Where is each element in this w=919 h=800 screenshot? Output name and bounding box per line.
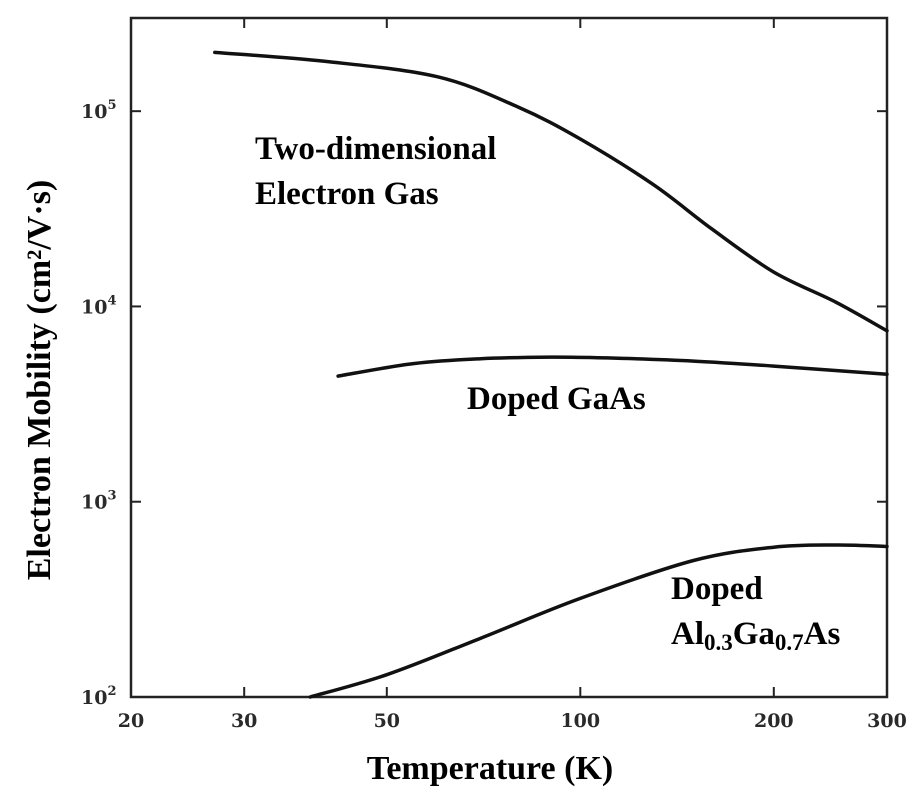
y-tick-label: 103 (81, 489, 117, 514)
series-line-doped-algaas (308, 543, 889, 699)
label-doped-algaas-line2: Al0.3Ga0.7As (671, 616, 841, 655)
x-tick-label: 100 (560, 710, 600, 732)
plot-frame (129, 16, 889, 699)
label-2deg: Two-dimensional Electron Gas (255, 131, 496, 212)
y-tick-label: 105 (81, 98, 117, 123)
y-tick-label: 102 (81, 684, 117, 709)
series-lines (213, 50, 889, 699)
label-doped-algaas-line1: Doped (671, 571, 763, 607)
x-axis-title: Temperature (K) (367, 750, 613, 787)
series-line-doped-gaas (336, 355, 889, 378)
x-tick-label: 200 (754, 710, 794, 732)
x-tick-label: 30 (231, 710, 257, 732)
x-tick-labels: 20 30 50 100 200 300 (118, 710, 907, 732)
label-doped-gaas-line1: Doped GaAs (467, 381, 646, 417)
y-axis-title: Electron Mobility (cm²/V·s) (21, 180, 58, 581)
label-doped-algaas: Doped Al0.3Ga0.7As (671, 571, 841, 655)
y-tick-labels: 102 103 104 105 (81, 98, 117, 709)
axis-ticks (130, 18, 888, 698)
y-tick-label: 104 (81, 293, 117, 318)
x-tick-label: 20 (118, 710, 144, 732)
label-doped-gaas: Doped GaAs (467, 381, 646, 417)
label-2deg-line2: Electron Gas (255, 176, 439, 212)
x-tick-label: 300 (867, 710, 907, 732)
series-line-2deg (213, 50, 889, 333)
label-2deg-line1: Two-dimensional (255, 131, 496, 167)
x-tick-label: 50 (374, 710, 400, 732)
